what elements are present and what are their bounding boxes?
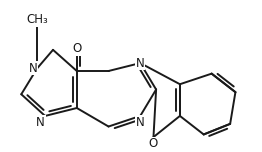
Text: N: N bbox=[136, 57, 145, 70]
Text: CH₃: CH₃ bbox=[26, 13, 48, 26]
Text: O: O bbox=[149, 137, 158, 150]
Text: O: O bbox=[72, 42, 81, 55]
Text: N: N bbox=[28, 62, 37, 75]
Text: N: N bbox=[136, 116, 145, 129]
Text: N: N bbox=[36, 116, 45, 129]
